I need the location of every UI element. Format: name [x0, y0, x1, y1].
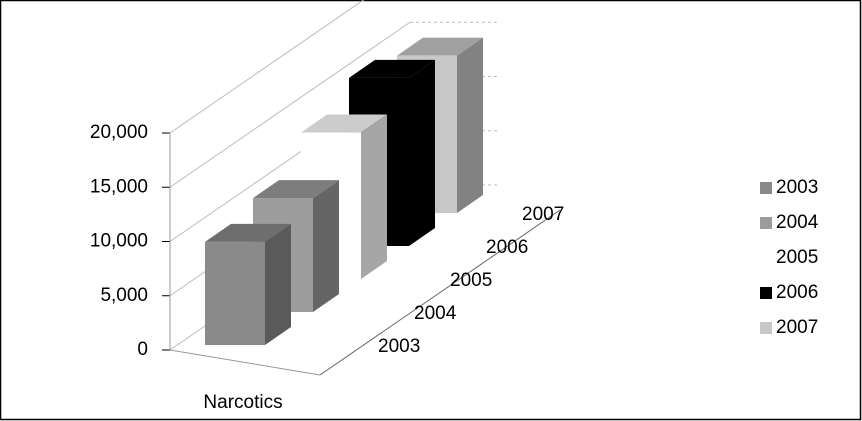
- legend-swatch: [760, 217, 772, 229]
- legend-swatch: [760, 322, 772, 334]
- legend-swatch: [760, 182, 772, 194]
- y-tick-label: 15,000: [90, 176, 148, 197]
- y-tick-label: 0: [137, 339, 148, 360]
- bar-face: [265, 223, 291, 345]
- grid-line: [169, 0, 365, 134]
- x-tick-label: Narcotics: [203, 392, 282, 413]
- bar-face: [409, 59, 435, 247]
- bar-face: [349, 59, 435, 78]
- bar-face: [301, 114, 387, 133]
- legend-label: 2005: [776, 247, 818, 268]
- legend-label: 2007: [776, 317, 818, 338]
- y-tick-label: 5,000: [100, 285, 148, 306]
- bar-face: [313, 180, 339, 312]
- bar-face: [361, 114, 387, 280]
- legend-label: 2006: [776, 282, 818, 303]
- y-tick-label: 10,000: [90, 231, 148, 252]
- depth-axis: [319, 209, 561, 376]
- legend-swatch: [760, 287, 772, 299]
- bar-face: [205, 223, 291, 242]
- legend-label: 2004: [776, 212, 819, 233]
- bar: [205, 223, 291, 345]
- depth-label: 2005: [450, 270, 492, 291]
- depth-label: 2006: [486, 237, 528, 258]
- bar-face: [457, 37, 483, 213]
- grid-line: [169, 21, 411, 188]
- depth-label: 2003: [378, 336, 420, 357]
- depth-label: 2004: [414, 303, 457, 324]
- legend-label: 2003: [776, 177, 818, 198]
- bar-face: [397, 37, 483, 56]
- legend-swatch: [760, 252, 772, 264]
- floor-edge: [169, 349, 321, 376]
- bar-face: [253, 180, 339, 199]
- bar-face: [205, 241, 265, 345]
- depth-label: 2007: [522, 204, 564, 225]
- y-tick-label: 20,000: [90, 122, 148, 143]
